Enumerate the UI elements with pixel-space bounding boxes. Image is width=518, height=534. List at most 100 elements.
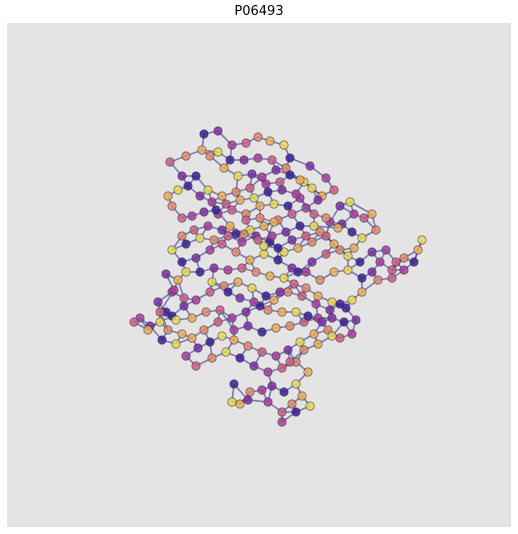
residue-node	[270, 296, 278, 304]
residue-node	[226, 156, 234, 164]
residue-node	[266, 137, 274, 145]
residue-node	[262, 292, 270, 300]
residue-node	[154, 298, 162, 306]
residue-node	[358, 274, 366, 282]
residue-node	[208, 354, 216, 362]
residue-node	[204, 222, 212, 230]
residue-node	[296, 338, 304, 346]
residue-node	[182, 268, 190, 276]
residue-node	[224, 232, 232, 240]
residue-node	[178, 214, 186, 222]
residue-node	[286, 358, 294, 366]
residue-node	[400, 254, 408, 262]
residue-node	[264, 188, 272, 196]
residue-node	[166, 158, 174, 166]
residue-node	[228, 398, 236, 406]
residue-node	[314, 196, 322, 204]
residue-node	[236, 354, 244, 362]
residue-node	[260, 222, 268, 230]
residue-node	[280, 274, 288, 282]
residue-node	[188, 334, 196, 342]
residue-node	[268, 382, 276, 390]
residue-node	[292, 380, 300, 388]
residue-node	[274, 244, 282, 252]
residue-node	[328, 298, 336, 306]
residue-node	[222, 200, 230, 208]
residue-node	[164, 192, 172, 200]
residue-node	[272, 324, 280, 332]
residue-node	[236, 294, 244, 302]
residue-node	[270, 200, 278, 208]
residue-node	[306, 402, 314, 410]
residue-node	[350, 244, 358, 252]
residue-node	[262, 180, 270, 188]
residue-node	[248, 170, 256, 178]
residue-node	[286, 322, 294, 330]
residue-node	[278, 408, 286, 416]
residue-node	[260, 242, 268, 250]
residue-node	[224, 288, 232, 296]
residue-node	[230, 336, 238, 344]
residue-node	[208, 198, 216, 206]
residue-node	[206, 152, 214, 160]
residue-node	[296, 222, 304, 230]
residue-node	[168, 246, 176, 254]
residue-node	[178, 172, 186, 180]
residue-node	[214, 148, 222, 156]
residue-node	[208, 278, 216, 286]
residue-node	[288, 236, 296, 244]
residue-node	[268, 232, 276, 240]
residue-node	[360, 214, 368, 222]
residue-node	[180, 294, 188, 302]
residue-node	[328, 314, 336, 322]
plot-area	[7, 23, 511, 527]
residue-node	[382, 246, 390, 254]
residue-node	[228, 314, 236, 322]
residue-node	[172, 316, 180, 324]
residue-node	[246, 184, 254, 192]
residue-node	[242, 308, 250, 316]
residue-node	[284, 202, 292, 210]
residue-node	[250, 362, 258, 370]
residue-node	[288, 400, 296, 408]
residue-node	[302, 232, 310, 240]
residue-node	[220, 164, 228, 172]
residue-node	[248, 284, 256, 292]
residue-node	[196, 234, 204, 242]
residue-node	[242, 216, 250, 224]
residue-node	[258, 328, 266, 336]
residue-node	[198, 146, 206, 154]
residue-node	[244, 396, 252, 404]
residue-node	[234, 172, 242, 180]
residue-node	[130, 318, 138, 326]
residue-node	[316, 228, 324, 236]
residue-node	[216, 306, 224, 314]
residue-node	[358, 288, 366, 296]
residue-node	[264, 306, 272, 314]
residue-node	[218, 332, 226, 340]
residue-node	[224, 266, 232, 274]
residue-node	[226, 222, 234, 230]
residue-node	[244, 322, 252, 330]
residue-node	[214, 127, 222, 135]
residue-node	[330, 268, 338, 276]
residue-node	[372, 226, 380, 234]
residue-node	[272, 352, 280, 360]
residue-node	[280, 141, 288, 149]
residue-node	[340, 318, 348, 326]
residue-node	[260, 250, 268, 258]
residue-node	[192, 254, 200, 262]
residue-node	[344, 266, 352, 274]
residue-node	[212, 206, 220, 214]
residue-node	[206, 338, 214, 346]
residue-node	[292, 190, 300, 198]
residue-node	[392, 258, 400, 266]
residue-node	[282, 164, 290, 172]
residue-node	[282, 228, 290, 236]
residue-node	[240, 156, 248, 164]
residue-node	[188, 314, 196, 322]
residue-node	[184, 182, 192, 190]
residue-node	[400, 266, 408, 274]
residue-node	[298, 292, 306, 300]
residue-node	[346, 198, 354, 206]
